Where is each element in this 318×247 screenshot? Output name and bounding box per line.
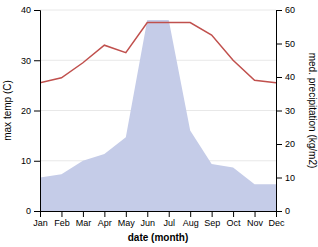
tick: 10 [276,173,295,183]
tick-label: Jun [141,218,156,228]
tick: 40 [276,72,295,82]
tick: 60 [276,5,295,15]
tick: 20 [276,139,295,149]
plot: JanFebMarAprMayJunJulAugSepOctNovDec0102… [21,5,295,228]
tick-mark [34,161,40,162]
tick: Feb [54,211,70,228]
tick-mark [233,211,234,217]
tick-label: 30 [21,56,31,66]
line [40,23,276,83]
tick-mark [276,178,282,179]
tick-mark [34,111,40,112]
tick-label: 60 [285,5,295,15]
tick-label: 10 [21,156,31,166]
tick: 0 [26,206,40,216]
tick-mark [276,44,282,45]
tick-label: Jan [33,218,48,228]
tick-label: Mar [76,218,92,228]
tick-mark [169,211,170,217]
tick-mark [255,211,256,217]
area [40,20,276,211]
tick: Jul [163,211,175,228]
tick: 20 [21,106,40,116]
axis: 0 10 20 30 40 [21,5,41,216]
tick-mark [276,111,282,112]
tick-label: Feb [54,218,70,228]
tick-mark [34,211,40,212]
tick-label: 0 [285,206,290,216]
tick-label: Apr [98,218,112,228]
axis-line [41,212,277,218]
marks [40,20,276,211]
tick-label: Jul [163,218,175,228]
axis-line [277,11,283,212]
tick-label: Oct [227,218,242,228]
tick: 40 [21,5,40,15]
tick: Sep [204,211,220,228]
tick: 0 [276,206,290,216]
grid [40,10,276,211]
tick-mark [61,211,62,217]
axis: 0 10 20 30 40 50 60 [276,5,295,216]
axis: Jan Feb Mar Apr May Jun Jul Aug Sep Oct Nov Dec [33,211,285,228]
tick-mark [212,211,213,217]
tick-label: Sep [204,218,220,228]
tick-label: 40 [21,5,31,15]
tick: Apr [98,211,112,228]
tick-mark [276,144,282,145]
y2-axis-title: med. precipitation (kg/m2) [307,53,318,169]
tick-mark [276,211,282,212]
tick: Jun [141,211,156,228]
tick-label: 30 [285,106,295,116]
tick-mark [34,10,40,11]
tick: Oct [227,211,242,228]
tick-label: 20 [21,106,31,116]
tick-label: Dec [268,218,285,228]
tick-mark [276,10,282,11]
tick-mark [190,211,191,217]
tick-mark [83,211,84,217]
tick-label: May [118,218,136,228]
tick-label: Nov [247,218,264,228]
tick: 30 [21,56,40,66]
tick-label: 10 [285,173,295,183]
tick: Aug [183,211,199,228]
tick-label: 40 [285,72,295,82]
tick-label: 0 [26,206,31,216]
tick-mark [34,60,40,61]
grid-line [40,10,276,11]
tick-mark [104,211,105,217]
tick: 50 [276,39,295,49]
tick: Dec [268,211,285,228]
tick: 30 [276,106,295,116]
tick-label: Aug [183,218,199,228]
tick: Nov [247,211,264,228]
tick: Mar [76,211,92,228]
tick-mark [147,211,148,217]
y-axis-title: max temp (C) [2,80,13,141]
tick-label: 50 [285,39,295,49]
tick-label: 20 [285,139,295,149]
tick: Jan [33,211,48,228]
x-axis-title: date (month) [128,232,189,243]
tick-mark [126,211,127,217]
chart: JanFebMarAprMayJunJulAugSepOctNovDec0102… [0,0,318,247]
axis-line [34,11,41,212]
tick: 10 [21,156,40,166]
tick: May [118,211,136,228]
tick-mark [276,77,282,78]
